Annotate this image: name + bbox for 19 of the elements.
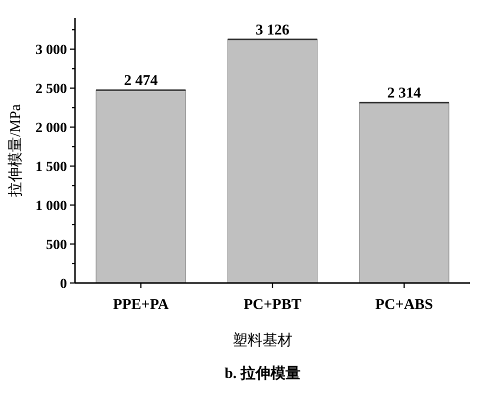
y-tick-label: 2 000: [36, 121, 67, 136]
y-tick-label: 3 000: [36, 43, 67, 58]
data-label: 2 474: [124, 73, 158, 90]
bar: [96, 90, 186, 284]
y-tick-label: 500: [46, 238, 67, 254]
data-label: 3 126: [256, 22, 290, 38]
x-tick-label: PPE+PA: [112, 297, 169, 313]
text: b. 拉伸模量: [224, 365, 300, 382]
x-axis-title: 塑料基材: [232, 332, 292, 349]
y-axis-title: 拉伸模量/MPa: [7, 104, 24, 197]
y-tick-label: 0: [60, 277, 67, 292]
y-tick-label: 1 000: [36, 199, 67, 214]
bar: [359, 102, 450, 284]
bar: [227, 39, 318, 284]
y-tick-label: 2 500: [36, 82, 67, 98]
y-tick-label: 1 500: [36, 160, 67, 176]
data-label: 2 314: [387, 86, 422, 102]
x-tick-label: PC+PBT: [244, 297, 302, 313]
x-tick-label: PC+ABS: [375, 297, 434, 313]
